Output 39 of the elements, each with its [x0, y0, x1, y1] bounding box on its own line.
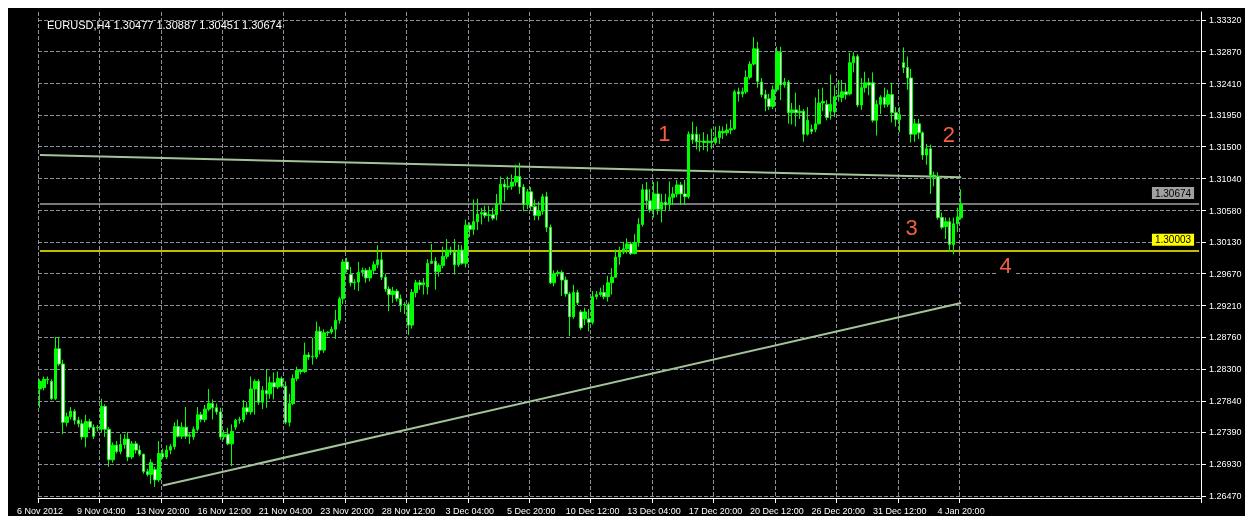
x-tick-label: 20 Dec 12:00 — [750, 505, 804, 516]
x-tick-label: 3 Dec 04:00 — [445, 505, 495, 516]
y-tick-label: 1.29210 — [1209, 300, 1242, 311]
y-tick-label: 1.30580 — [1209, 205, 1242, 216]
y-tick-label: 1.31500 — [1209, 141, 1242, 152]
annotation: 4 — [999, 252, 1012, 278]
x-tick-label: 6 Nov 2012 — [16, 505, 63, 516]
y-tick-label: 1.27840 — [1209, 395, 1242, 406]
x-tick-label: 10 Dec 12:00 — [565, 505, 620, 516]
y-tick-label: 1.32870 — [1209, 46, 1242, 57]
x-tick-label: 4 Jan 20:00 — [937, 505, 985, 516]
annotation: 2 — [942, 122, 955, 148]
y-tick-label: 1.28760 — [1209, 331, 1242, 342]
x-tick-label: 31 Dec 12:00 — [872, 505, 927, 516]
x-tick-label: 5 Dec 20:00 — [506, 505, 556, 516]
y-tick-label: 1.26930 — [1209, 458, 1242, 469]
x-tick-label: 9 Nov 04:00 — [77, 505, 126, 516]
y-tick-label: 1.26470 — [1209, 490, 1242, 501]
ref-line-label: 1.30674 — [1154, 187, 1192, 199]
annotation: 1 — [658, 121, 671, 147]
y-tick-label: 1.33320 — [1209, 15, 1242, 26]
y-tick-label: 1.29670 — [1209, 268, 1242, 279]
y-tick-label: 1.28300 — [1209, 363, 1242, 374]
x-tick-label: 23 Nov 20:00 — [320, 505, 374, 516]
text: EURUSD,H4 1.30477 1.30887 1.30451 1.30674 — [47, 18, 282, 31]
x-tick-label: 13 Nov 20:00 — [135, 505, 190, 516]
ref-line-label: 1.30003 — [1154, 234, 1192, 246]
x-tick-label: 17 Dec 20:00 — [688, 505, 743, 516]
y-tick-label: 1.31950 — [1209, 110, 1242, 121]
x-tick-label: 21 Nov 04:00 — [258, 505, 313, 516]
x-tick-label: 13 Dec 04:00 — [627, 505, 681, 516]
x-tick-label: 28 Nov 12:00 — [381, 505, 436, 516]
y-tick-label: 1.27390 — [1209, 427, 1242, 438]
y-tick-label: 1.31040 — [1209, 173, 1242, 184]
annotation: 3 — [905, 214, 918, 240]
y-tick-label: 1.32410 — [1209, 78, 1242, 89]
y-tick-label: 1.30130 — [1209, 236, 1242, 247]
x-tick-label: 16 Nov 12:00 — [197, 505, 251, 516]
x-tick-label: 26 Dec 20:00 — [811, 505, 866, 516]
